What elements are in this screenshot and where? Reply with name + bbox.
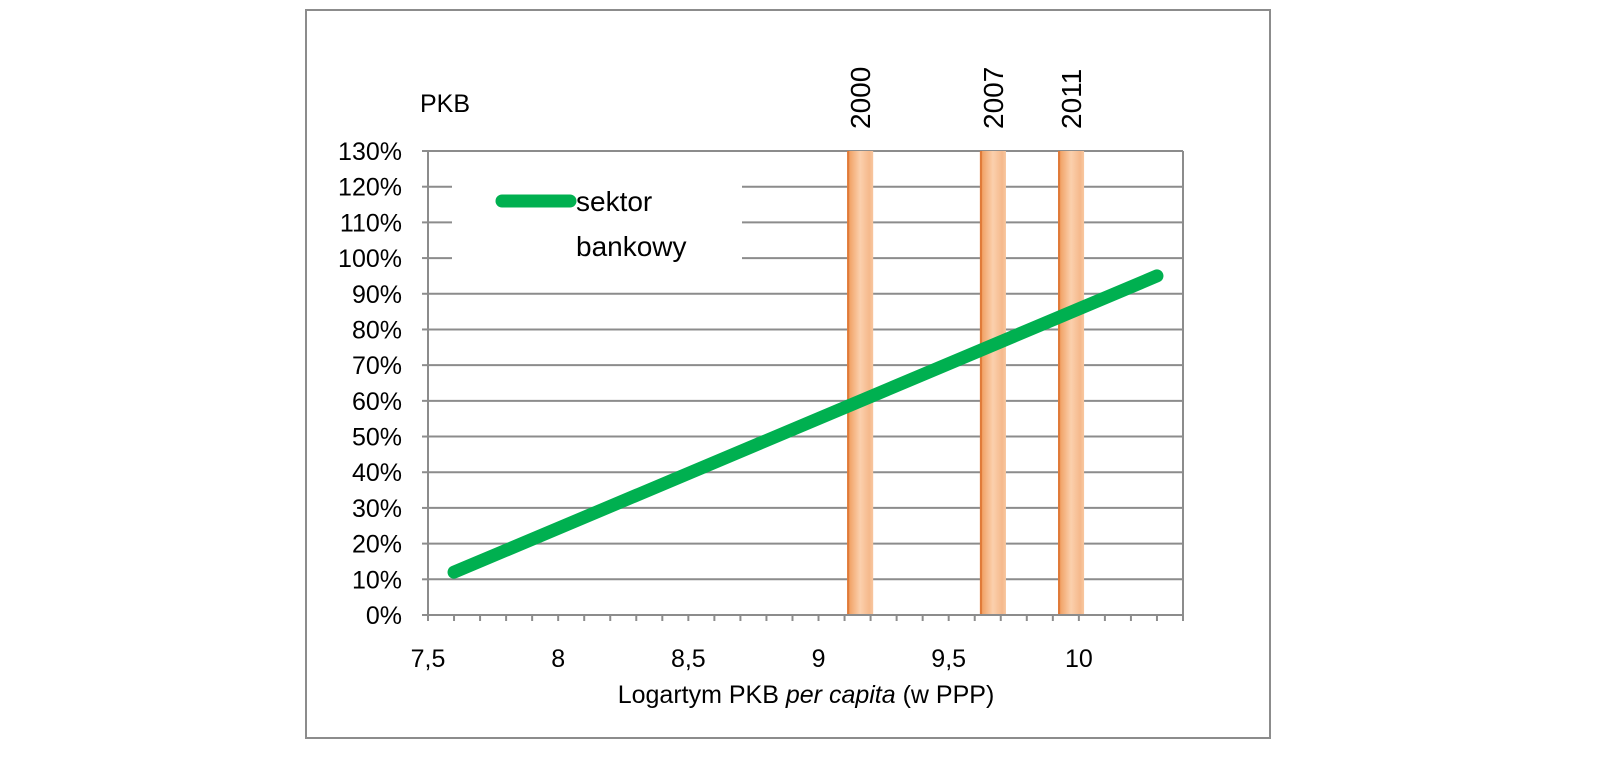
y-tick-label-10: 10% (352, 566, 402, 594)
x-tick-label-4: 9,5 (931, 645, 966, 673)
y-tick-label-90: 90% (352, 281, 402, 309)
y-tick-label-130: 130% (338, 138, 402, 166)
y-tick-label-30: 30% (352, 495, 402, 523)
x-axis-title-suffix: (w PPP) (896, 681, 995, 709)
chart-frame (305, 9, 1271, 739)
series-sektor-bankowy (447, 269, 1164, 579)
x-tick-label-3: 9 (812, 645, 826, 673)
x-axis-title: Logartym PKB per capita (w PPP) (618, 681, 995, 709)
axes (422, 150, 1184, 621)
x-tick-label-5: 10 (1065, 645, 1093, 673)
y-tick-label-110: 110% (340, 209, 402, 237)
year-bands (847, 151, 1085, 615)
year-band-2011 (1058, 151, 1085, 615)
year-band-2000 (847, 151, 874, 615)
year-label-2011: 2011 (1056, 69, 1087, 129)
series-line-0 (447, 269, 1164, 579)
y-tick-label-40: 40% (352, 459, 402, 487)
year-band-2007 (979, 151, 1006, 615)
legend-background (452, 170, 742, 270)
y-axis-title: PKB (420, 90, 470, 118)
legend: sektor bankowy (452, 170, 742, 270)
tick-labels: 2000 2007 2011 0% 10% 20% 30% 40% 50% 60% 70% 80% 90… (338, 67, 1093, 673)
y-tick-label-70: 70% (352, 352, 402, 380)
x-axis-title-prefix: Logartym PKB (618, 681, 786, 709)
year-label-2000: 2000 (845, 67, 876, 129)
x-tick-label-1: 8 (551, 645, 565, 673)
y-tick-label-100: 100% (338, 245, 402, 273)
y-tick-label-50: 50% (352, 424, 402, 452)
y-tick-label-20: 20% (352, 531, 402, 559)
legend-label-line-2: bankowy (576, 231, 687, 262)
legend-label-line-1: sektor (576, 186, 652, 217)
year-label-2007: 2007 (978, 67, 1009, 129)
x-tick-label-0: 7,5 (411, 645, 446, 673)
y-tick-label-0: 0% (366, 602, 402, 630)
y-tick-label-80: 80% (352, 316, 402, 344)
y-tick-label-60: 60% (352, 388, 402, 416)
x-tick-label-2: 8,5 (671, 645, 706, 673)
y-tick-label-120: 120% (338, 174, 402, 202)
x-axis-title-italic: per capita (785, 681, 896, 709)
